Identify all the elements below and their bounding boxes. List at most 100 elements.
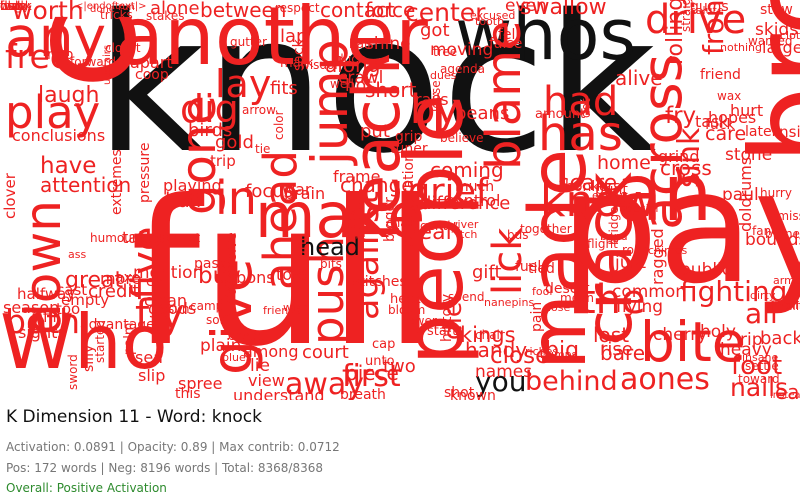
cloud-word: stone — [725, 145, 773, 165]
cloud-word: kings — [460, 323, 516, 347]
cloud-word: sink — [672, 127, 707, 188]
cloud-word: hot — [345, 76, 373, 96]
cloud-word: tie — [255, 142, 271, 156]
cloud-word: fits — [270, 78, 298, 99]
cloud-word: extremes — [109, 149, 125, 215]
cloud-word: between — [200, 0, 287, 22]
cloud-word: print — [595, 182, 628, 198]
cloud-word: hurt — [730, 101, 764, 120]
cloud-word: straight — [294, 235, 310, 290]
cloud-word: lower — [404, 314, 437, 328]
cloud-word: any — [5, 5, 107, 69]
cloud-word: brain — [284, 184, 326, 203]
cloud-word: contact — [320, 0, 395, 22]
cloud-word: fly — [135, 292, 184, 338]
cloud-word: amiss — [770, 209, 800, 223]
cloud-word: back — [760, 328, 800, 349]
cloud-word: baby — [0, 0, 30, 13]
cloud-word: stakes — [146, 9, 185, 23]
cloud-word: cross — [660, 156, 712, 180]
cloud-word: more — [100, 269, 142, 288]
cloud-word: starts — [427, 324, 465, 339]
cloud-word: public — [680, 260, 732, 280]
cloud-word: along — [325, 53, 381, 77]
cloud-word: tooth — [475, 15, 505, 28]
cloud-word: plain — [200, 336, 242, 356]
cloud-word: beans — [455, 103, 510, 124]
cloud-word: itch — [457, 228, 478, 241]
cloud-word: crawl — [338, 68, 384, 88]
cloud-word: tuner — [390, 141, 428, 157]
cloud-word: wind — [283, 301, 310, 314]
cloud-word: control — [445, 191, 501, 210]
cloud-word: scare — [558, 171, 618, 196]
cloud-word: cherry — [653, 325, 708, 345]
cloud-word: stew — [760, 2, 793, 18]
cloud-word: season — [3, 298, 60, 317]
cloud-word: bounds — [745, 230, 800, 250]
cloud-word: wisdom — [300, 58, 347, 72]
cloud-word: half — [165, 188, 203, 212]
cloud-word: swallow — [520, 0, 607, 20]
cloud-word: full — [130, 158, 439, 391]
cloud-word: nails — [730, 373, 789, 400]
cloud-word: by — [410, 87, 460, 133]
cloud-word: tied — [528, 261, 555, 277]
cloud-word: blues — [222, 351, 252, 364]
cloud-word: toward — [738, 372, 780, 386]
cloud-word: special — [620, 202, 659, 215]
cloud-word: black — [0, 0, 32, 13]
cloud-word: false — [489, 36, 523, 52]
cloud-word: much — [455, 179, 495, 195]
cloud-word: another — [115, 0, 428, 83]
cloud-word: walk — [0, 0, 28, 13]
cloud-word: understand — [233, 386, 325, 401]
cloud-word: finally — [770, 299, 800, 313]
cloud-word: lay — [215, 62, 272, 106]
cloud-word: holy — [700, 322, 736, 342]
cloud-word: handy — [465, 338, 528, 362]
cloud-word: grief — [408, 172, 489, 212]
cloud-word: just — [615, 253, 647, 273]
cloud-word: shot — [444, 385, 475, 400]
cloud-word: force — [365, 0, 416, 22]
cloud-word: pay — [560, 137, 800, 318]
cloud-word: court — [302, 342, 349, 363]
cloud-word: conclusions — [12, 126, 106, 145]
cloud-word: credit — [88, 281, 140, 302]
cloud-word: play — [5, 86, 101, 139]
cloud-word: you — [475, 365, 527, 398]
cloud-word: bonkers — [565, 179, 621, 195]
cloud-word: sights — [18, 323, 66, 342]
cloud-word: cap — [372, 337, 396, 352]
cloud-word: coop — [135, 67, 169, 83]
cloud-word: whos — [455, 0, 636, 76]
cloud-word: gift — [472, 262, 502, 283]
cloud-word: together — [520, 222, 572, 236]
cloud-word: heavy — [720, 340, 772, 360]
cloud-word: the — [580, 277, 646, 323]
cloud-word: have — [40, 153, 97, 179]
cloud-word: alive — [615, 66, 663, 90]
cloud-word: real — [410, 220, 452, 245]
cloud-word: forward — [70, 55, 117, 69]
cloud-word: aones — [620, 362, 710, 397]
cloud-word: loose — [429, 80, 443, 112]
cloud-word: advantage — [80, 317, 155, 333]
cloud-word: dog — [0, 0, 23, 13]
cloud-word: axe — [115, 270, 141, 286]
cloud-word: away — [285, 367, 365, 400]
cloud-word: doldrums — [736, 156, 755, 232]
cloud-word: amount — [535, 107, 586, 122]
cloud-word: behind — [525, 366, 618, 397]
cloud-word: bus — [507, 228, 529, 242]
cloud-word: shine — [365, 34, 411, 54]
cloud-word: grip — [395, 129, 423, 145]
cloud-word: mark — [280, 56, 314, 71]
cloud-word: fancy — [752, 224, 785, 238]
cloud-word: consideration — [401, 153, 417, 248]
cloud-word: chair — [475, 328, 505, 342]
cloud-word: big — [545, 338, 580, 363]
cloud-word: dues — [430, 69, 457, 82]
cloud-word: too — [56, 300, 81, 318]
